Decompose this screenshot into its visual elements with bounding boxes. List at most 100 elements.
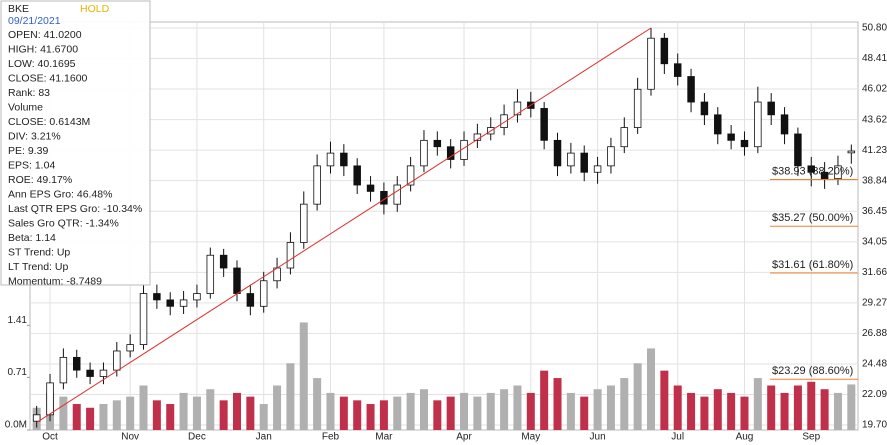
volume-bar	[286, 363, 295, 430]
volume-bar	[847, 384, 856, 430]
fib-label: $35.27 (50.00%)	[772, 212, 853, 224]
volume-bar	[299, 322, 308, 430]
candle-body	[313, 165, 321, 205]
volume-bar	[807, 381, 816, 430]
candle-body	[233, 267, 241, 294]
x-tick-label: Dec	[188, 432, 206, 443]
volume-bar	[353, 400, 362, 430]
candle-body	[687, 76, 695, 103]
candle-body	[593, 165, 602, 173]
candle-body	[179, 299, 188, 307]
volume-bar	[540, 370, 549, 430]
candle-body	[326, 152, 335, 167]
volume-bar	[339, 396, 348, 430]
volume-bar	[219, 400, 228, 430]
fib-label: $38.93 (38.20%)	[772, 165, 853, 177]
fib-label: $23.29 (88.60%)	[772, 365, 853, 377]
x-tick-label: Jan	[256, 432, 272, 443]
y2-tick-label: 0.71	[8, 367, 28, 378]
y-tick-label: 36.45	[862, 206, 887, 217]
candle-body	[834, 165, 842, 180]
volume-bar	[433, 400, 442, 430]
volume-bar	[152, 400, 161, 430]
volume-bar	[593, 389, 602, 430]
candle-body	[620, 127, 629, 148]
info-line: CLOSE: 41.1600	[8, 72, 88, 84]
volume-bar	[820, 389, 829, 430]
candle-body	[73, 356, 81, 371]
candle-body	[754, 101, 762, 148]
candle-body	[513, 101, 522, 116]
y-tick-label: 29.27	[862, 297, 887, 308]
info-symbol: BKE	[8, 3, 29, 15]
volume-bar	[379, 400, 388, 430]
candle-body	[500, 114, 508, 128]
x-tick-label: Jun	[590, 432, 606, 443]
info-line: Volume	[8, 101, 43, 113]
candle-body	[32, 414, 41, 422]
y-tick-label: 26.88	[862, 328, 887, 339]
volume-bar	[793, 385, 802, 430]
candle-body	[607, 146, 615, 167]
volume-bar	[486, 392, 495, 430]
volume-bar	[673, 385, 682, 430]
volume-bar	[206, 389, 215, 430]
x-tick-label: Mar	[375, 432, 393, 443]
candle-body	[246, 293, 255, 307]
volume-bar	[767, 385, 776, 430]
candle-body	[99, 369, 108, 377]
candle-body	[259, 280, 268, 307]
volume-bar	[727, 392, 736, 430]
y-tick-label: 22.09	[862, 389, 887, 400]
x-tick-label: Aug	[736, 432, 754, 443]
volume-bar	[740, 396, 749, 430]
volume-bar	[366, 404, 375, 430]
volume-bar	[646, 348, 656, 430]
x-tick-label: Sep	[802, 432, 820, 443]
volume-bar	[460, 392, 469, 430]
candle-body	[193, 293, 201, 301]
candle-body	[219, 254, 228, 269]
y-tick-label: 34.05	[862, 236, 887, 247]
info-line: PE: 9.39	[8, 145, 48, 157]
volume-bar	[553, 378, 562, 430]
volume-bar	[86, 407, 95, 430]
volume-bar	[99, 404, 108, 430]
candle-body	[820, 171, 829, 180]
candle-body	[286, 242, 295, 269]
candle-body	[353, 165, 361, 186]
y-tick-label: 31.66	[862, 267, 887, 278]
candle-body	[540, 108, 548, 141]
y-tick-label: 48.41	[862, 53, 887, 64]
y2-tick-label: 1.41	[8, 315, 28, 326]
volume-bar	[473, 396, 482, 430]
volume-bar	[166, 404, 175, 430]
info-line: LOW: 40.1695	[8, 58, 76, 70]
info-line: HIGH: 41.6700	[8, 43, 78, 55]
info-line: Ann EPS Gro: 46.48%	[8, 188, 112, 200]
volume-bar	[313, 378, 322, 430]
volume-bar	[393, 396, 402, 430]
volume-bar	[192, 396, 201, 430]
plot-frame	[29, 21, 859, 431]
candle-body	[780, 114, 789, 135]
candle-body	[794, 133, 802, 167]
volume-bar	[687, 392, 696, 430]
candle-body	[847, 150, 856, 154]
info-line: Beta: 1.14	[8, 232, 56, 244]
y-tick-label: 41.23	[862, 145, 887, 156]
volume-bar	[273, 385, 282, 430]
candle-body	[406, 165, 415, 186]
volume-bar	[700, 396, 709, 430]
volume-bar	[446, 396, 455, 430]
volume-bar	[259, 404, 268, 430]
candle-body	[300, 203, 308, 243]
info-line: Sales Gro QTR: -1.34%	[8, 217, 119, 229]
volume-bar	[526, 392, 535, 430]
info-date: 09/21/2021	[8, 15, 61, 27]
candle-body	[727, 133, 735, 141]
candle-body	[633, 88, 642, 128]
y-tick-label: 46.02	[862, 84, 887, 95]
volume-bar	[419, 389, 428, 430]
